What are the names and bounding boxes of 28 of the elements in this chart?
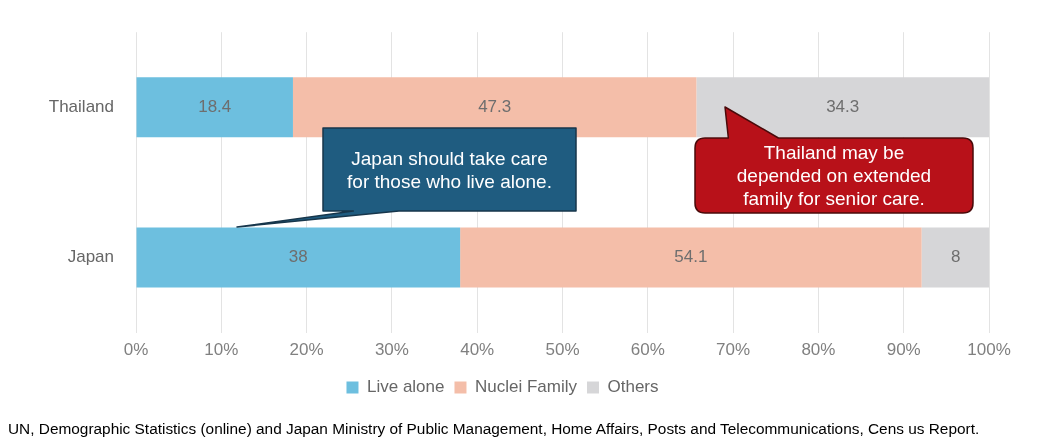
bar bbox=[460, 227, 922, 288]
x-tick-label: 0% bbox=[123, 340, 149, 360]
legend-label: Live alone bbox=[366, 377, 445, 397]
bar bbox=[136, 77, 293, 138]
data-label: 8 bbox=[951, 247, 961, 267]
x-tick-label: 100% bbox=[967, 340, 1011, 360]
data-label: 34.3 bbox=[826, 96, 860, 116]
x-tick-label: 40% bbox=[460, 340, 495, 360]
data-label: 54.1 bbox=[674, 247, 708, 267]
annotation: Thailand may be depended on extended family for senior care. bbox=[735, 141, 933, 211]
x-tick-label: 60% bbox=[630, 340, 665, 360]
x-tick-label: 30% bbox=[374, 340, 409, 360]
y-tick-label: Japan bbox=[67, 247, 114, 267]
x-tick-label: 70% bbox=[716, 340, 751, 360]
data-label: 18.4 bbox=[198, 96, 232, 116]
text: UN, Demographic Statistics (online) and Japan Ministry of Public Management, Home Affairs, Posts and Telecommunications, Cens us Report. bbox=[8, 420, 981, 438]
x-tick-label: 10% bbox=[204, 340, 239, 360]
x-tick-label: 80% bbox=[801, 340, 836, 360]
legend-label: Others bbox=[607, 377, 659, 397]
data-label: 47.3 bbox=[478, 96, 512, 116]
bar bbox=[921, 227, 989, 288]
legend-label: Nuclei Family bbox=[474, 377, 578, 397]
x-tick-label: 90% bbox=[886, 340, 921, 360]
x-tick-label: 50% bbox=[545, 340, 580, 360]
x-tick-label: 20% bbox=[289, 340, 324, 360]
y-tick-label: Thailand bbox=[48, 96, 114, 116]
annotation: Japan should take care for those who live alone. bbox=[346, 146, 553, 194]
data-label: 38 bbox=[288, 247, 308, 267]
